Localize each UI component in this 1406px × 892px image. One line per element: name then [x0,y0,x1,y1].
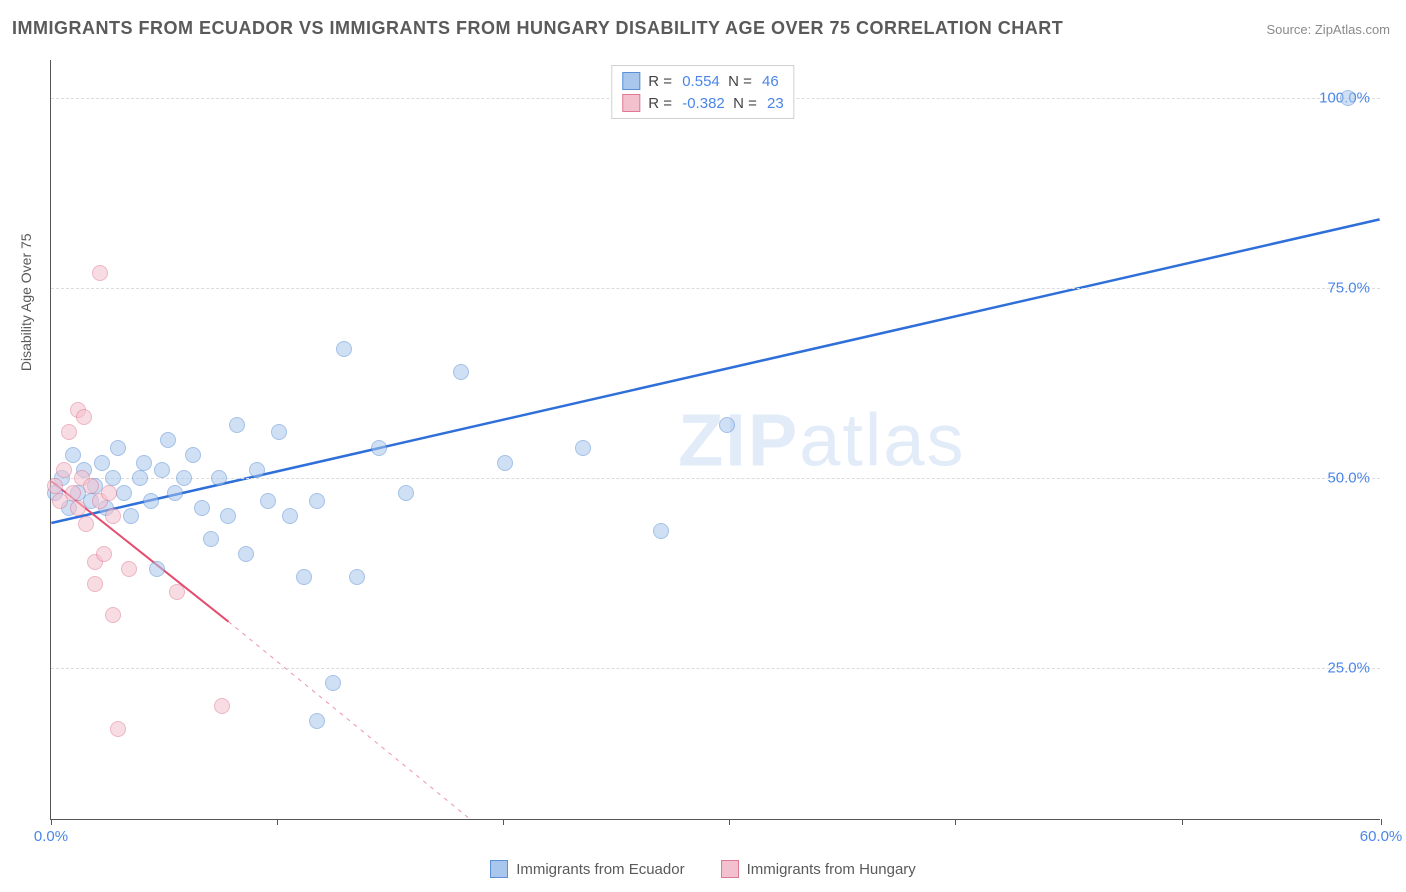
data-point [123,508,139,524]
x-tick [1182,819,1183,825]
data-point [336,341,352,357]
data-point [83,478,99,494]
data-point [271,424,287,440]
data-point [105,607,121,623]
series-legend-item: Immigrants from Ecuador [490,860,684,878]
data-point [96,546,112,562]
data-point [229,417,245,433]
data-point [154,462,170,478]
legend-swatch [721,860,739,878]
data-point [220,508,236,524]
x-tick [1381,819,1382,825]
data-point [296,569,312,585]
data-point [194,500,210,516]
data-point [497,455,513,471]
data-point [453,364,469,380]
legend-stat-text: R = -0.382 N = 23 [648,95,783,112]
data-point [167,485,183,501]
data-point [349,569,365,585]
data-point [185,447,201,463]
data-point [121,561,137,577]
source-attribution: Source: ZipAtlas.com [1266,22,1390,37]
data-point [238,546,254,562]
data-point [653,523,669,539]
data-point [282,508,298,524]
data-point [1340,90,1356,106]
data-point [160,432,176,448]
data-point [65,485,81,501]
x-tick-label-max: 60.0% [1360,828,1403,845]
data-point [260,493,276,509]
watermark: ZIPatlas [678,397,965,482]
series-legend-label: Immigrants from Ecuador [516,861,684,878]
data-point [78,516,94,532]
trend-line-extrapolated [228,622,469,819]
y-tick-label: 50.0% [1327,470,1370,487]
data-point [110,721,126,737]
data-point [575,440,591,456]
data-point [143,493,159,509]
chart-container: IMMIGRANTS FROM ECUADOR VS IMMIGRANTS FR… [0,0,1406,892]
data-point [76,409,92,425]
data-point [94,455,110,471]
data-point [719,417,735,433]
gridline-horizontal [51,478,1380,479]
legend-swatch [490,860,508,878]
series-legend-label: Immigrants from Hungary [747,861,916,878]
x-tick [729,819,730,825]
watermark-light: atlas [799,398,965,481]
y-axis-label: Disability Age Over 75 [18,233,34,371]
data-point [176,470,192,486]
data-point [325,675,341,691]
data-point [398,485,414,501]
data-point [132,470,148,486]
data-point [65,447,81,463]
chart-title: IMMIGRANTS FROM ECUADOR VS IMMIGRANTS FR… [12,18,1063,39]
data-point [105,508,121,524]
data-point [56,462,72,478]
legend-swatch [622,94,640,112]
data-point [110,440,126,456]
data-point [61,424,77,440]
trend-lines-layer [51,60,1380,819]
data-point [203,531,219,547]
x-tick [503,819,504,825]
data-point [105,470,121,486]
watermark-bold: ZIP [678,398,799,481]
data-point [371,440,387,456]
data-point [92,265,108,281]
correlation-legend: R = 0.554 N = 46 R = -0.382 N = 23 [611,65,794,119]
data-point [149,561,165,577]
correlation-legend-row: R = -0.382 N = 23 [622,92,783,114]
data-point [309,493,325,509]
gridline-horizontal [51,668,1380,669]
data-point [47,478,63,494]
series-legend-item: Immigrants from Hungary [721,860,916,878]
x-tick [51,819,52,825]
legend-swatch [622,72,640,90]
data-point [309,713,325,729]
data-point [211,470,227,486]
data-point [87,576,103,592]
gridline-horizontal [51,288,1380,289]
plot-area: ZIPatlas 25.0%50.0%75.0%100.0%0.0%60.0% [50,60,1380,820]
y-tick-label: 25.0% [1327,660,1370,677]
legend-stat-text: R = 0.554 N = 46 [648,73,778,90]
series-legend: Immigrants from Ecuador Immigrants from H… [0,860,1406,882]
data-point [249,462,265,478]
data-point [214,698,230,714]
x-tick [277,819,278,825]
data-point [136,455,152,471]
correlation-legend-row: R = 0.554 N = 46 [622,70,783,92]
y-tick-label: 75.0% [1327,280,1370,297]
data-point [101,485,117,501]
data-point [169,584,185,600]
x-tick [955,819,956,825]
x-tick-label-min: 0.0% [34,828,68,845]
data-point [70,500,86,516]
data-point [116,485,132,501]
